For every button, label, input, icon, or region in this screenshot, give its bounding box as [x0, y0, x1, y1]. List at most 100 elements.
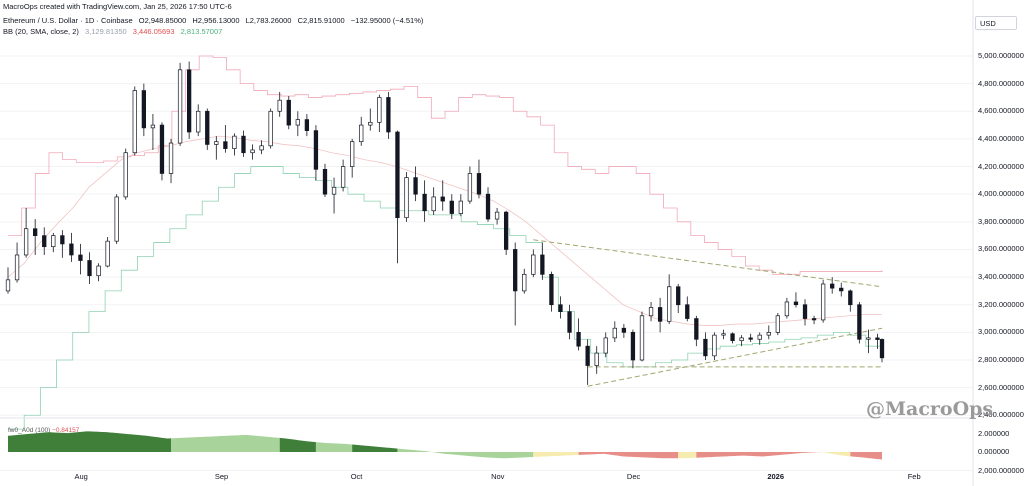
candle — [42, 227, 47, 255]
candle — [159, 122, 165, 181]
candle — [612, 321, 617, 343]
candle — [531, 249, 536, 278]
candle-body — [295, 119, 300, 126]
candle — [205, 108, 210, 150]
candle-body — [386, 97, 391, 133]
candle-body — [594, 352, 599, 366]
candle — [33, 219, 38, 255]
candle-body — [5, 279, 11, 292]
candle-body — [395, 131, 400, 219]
candle-body — [712, 334, 717, 357]
candle — [603, 332, 608, 358]
candle-body — [630, 332, 636, 361]
candle-body — [612, 327, 617, 339]
candle — [739, 335, 744, 347]
candle — [78, 243, 83, 275]
candle — [186, 61, 192, 139]
candle-body — [467, 173, 473, 202]
candle — [359, 116, 364, 146]
candle-body — [304, 119, 310, 131]
candle-body — [159, 124, 165, 174]
candle-body — [132, 90, 137, 154]
candle-body — [23, 228, 29, 256]
candle-body — [503, 211, 509, 250]
candle — [440, 180, 445, 211]
candle — [105, 237, 110, 268]
change-value: −132.95000 (−4.51%) — [350, 16, 424, 25]
candle-body — [648, 307, 654, 317]
oscillator-segment — [696, 452, 824, 458]
oscillator-segment — [279, 437, 316, 452]
candle-body — [440, 196, 445, 202]
candle — [350, 138, 355, 178]
candle — [567, 304, 572, 340]
candle — [51, 232, 56, 253]
candle — [431, 187, 436, 215]
candle-body — [413, 177, 418, 195]
candle — [5, 267, 11, 294]
candle — [793, 292, 799, 308]
oscillator-legend[interactable]: fw0_A0d (100) −0.84157 — [8, 427, 79, 434]
candle-body — [250, 149, 255, 154]
candle — [69, 232, 74, 262]
time-tick: Sep — [214, 472, 229, 481]
price-tick: 4,000.000000 — [978, 189, 1024, 199]
candle-body — [150, 124, 156, 129]
candle — [730, 332, 735, 344]
oscillator-segment — [315, 442, 353, 452]
candle-body — [322, 168, 328, 195]
currency-badge[interactable]: USD — [975, 16, 1017, 30]
candle-body — [748, 337, 753, 340]
attribution-text: MacroOps created with TradingView.com, J… — [3, 2, 232, 11]
candle-body — [784, 301, 790, 317]
price-tick: 4,600.000000 — [978, 106, 1024, 116]
candle-body — [485, 193, 491, 220]
candle — [721, 329, 726, 340]
candle-body — [177, 69, 183, 144]
candle-body — [839, 287, 844, 292]
candle — [23, 208, 29, 258]
candle-body — [494, 211, 500, 220]
candle — [340, 159, 346, 192]
candle — [848, 289, 853, 312]
candle-body — [404, 177, 409, 219]
candle — [549, 271, 554, 312]
candle-body — [60, 235, 65, 245]
candle — [748, 333, 753, 343]
oscillator-segment — [8, 431, 172, 452]
time-tick: Feb — [907, 472, 921, 481]
oscillator-segment — [578, 452, 679, 459]
candle — [87, 252, 92, 284]
oscillator-segment — [171, 434, 280, 452]
candle — [422, 180, 427, 222]
price-tick: 2,800.000000 — [978, 355, 1024, 364]
candle — [585, 339, 590, 385]
symbol-title[interactable]: Ethereum / U.S. Dollar · 1D · Coinbase — [3, 16, 133, 25]
candle-body — [268, 110, 273, 147]
time-tick: Dec — [626, 472, 641, 481]
candle — [503, 210, 509, 255]
ohlc-legend[interactable]: Ethereum / U.S. Dollar · 1D · Coinbase O… — [3, 16, 427, 26]
candle-body — [96, 265, 101, 277]
candle — [775, 313, 780, 336]
candle-body — [431, 196, 436, 212]
price-tick: 4,800.000000 — [978, 78, 1024, 88]
candle-body — [259, 145, 264, 151]
oscillator-value: −0.84157 — [52, 427, 80, 434]
candle-body — [87, 260, 92, 277]
candle — [712, 332, 717, 360]
candle — [295, 111, 300, 137]
candle — [476, 159, 482, 199]
candle — [839, 282, 844, 297]
candle — [630, 329, 636, 369]
bb-indicator-label[interactable]: BB (20, SMA, close, 2) — [3, 27, 79, 36]
candle — [494, 208, 500, 225]
candle-body — [879, 339, 885, 359]
candle-body — [676, 286, 681, 306]
oscillator-segment — [823, 452, 851, 457]
candle-body — [639, 315, 645, 361]
candle-body — [522, 273, 527, 292]
candle-body — [549, 273, 554, 306]
bb-legend[interactable]: BB (20, SMA, close, 2) 3,129.81350 3,446… — [3, 27, 226, 37]
